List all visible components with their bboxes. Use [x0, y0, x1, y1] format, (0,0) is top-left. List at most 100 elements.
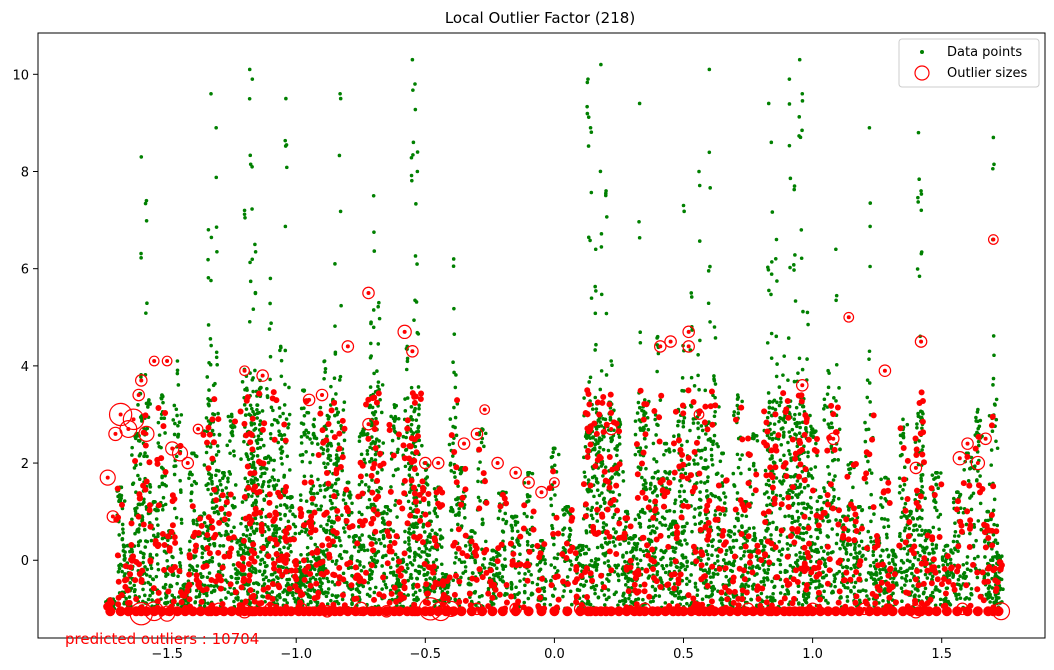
data-point: [514, 585, 518, 590]
data-point: [348, 496, 352, 500]
data-point: [561, 528, 565, 532]
data-point: [588, 125, 593, 130]
data-point: [330, 559, 335, 564]
data-point: [268, 354, 273, 359]
data-point: [255, 407, 259, 412]
data-point: [552, 446, 557, 451]
data-point: [305, 527, 309, 532]
data-point: [716, 559, 720, 563]
data-point: [142, 527, 147, 532]
data-point: [292, 596, 297, 601]
data-point: [593, 587, 597, 592]
data-point: [414, 202, 418, 206]
data-point: [209, 583, 213, 588]
data-point: [403, 448, 408, 452]
data-point: [770, 260, 774, 264]
data-point: [587, 380, 591, 384]
data-point: [549, 497, 553, 501]
data-point: [791, 501, 796, 506]
data-point: [682, 497, 687, 502]
data-point: [696, 373, 700, 378]
data-point: [308, 490, 313, 494]
data-point: [365, 432, 369, 437]
data-point: [309, 536, 313, 540]
data-point: [311, 484, 316, 488]
data-point: [622, 591, 626, 596]
data-point: [253, 516, 258, 521]
data-point: [690, 561, 694, 566]
data-point: [405, 359, 410, 364]
data-point: [272, 527, 277, 532]
data-point: [157, 433, 162, 437]
data-point: [599, 62, 603, 67]
data-point: [142, 497, 146, 502]
data-point: [630, 549, 634, 554]
data-point: [704, 489, 709, 493]
data-point: [300, 459, 305, 464]
data-point: [709, 453, 714, 458]
data-point: [136, 540, 141, 544]
data-point: [243, 545, 248, 549]
data-point: [177, 420, 182, 425]
data-point: [357, 510, 362, 515]
data-point: [412, 318, 416, 322]
data-point: [156, 532, 160, 536]
data-point: [210, 556, 215, 560]
data-point: [384, 585, 389, 590]
data-point: [212, 541, 217, 546]
data-point: [327, 415, 331, 419]
data-point: [341, 571, 346, 576]
data-point: [271, 532, 276, 536]
data-point: [268, 276, 273, 281]
data-point: [223, 533, 228, 537]
data-point: [236, 576, 241, 581]
data-point: [277, 547, 282, 552]
data-point: [175, 359, 180, 363]
data-point: [172, 464, 176, 469]
data-point: [595, 488, 600, 492]
data-point: [708, 575, 713, 579]
data-point: [244, 452, 249, 456]
data-point: [797, 457, 802, 462]
data-point: [406, 499, 411, 504]
data-point: [413, 406, 417, 411]
data-point: [256, 437, 261, 442]
data-point: [413, 554, 417, 559]
data-point: [706, 269, 711, 273]
data-point: [334, 535, 338, 540]
data-point: [598, 445, 602, 450]
data-point: [638, 340, 643, 345]
data-point: [206, 419, 211, 423]
data-point: [697, 387, 701, 392]
data-point: [614, 453, 619, 458]
data-point: [247, 97, 252, 101]
data-point: [319, 524, 323, 529]
data-point: [142, 500, 146, 505]
data-point: [621, 470, 625, 474]
data-point: [252, 531, 257, 535]
data-point: [288, 543, 292, 548]
data-point: [569, 563, 574, 567]
data-point: [268, 432, 273, 436]
data-point: [215, 249, 219, 254]
data-point: [498, 577, 503, 582]
data-point: [681, 564, 686, 568]
data-point: [673, 550, 677, 554]
data-point: [238, 546, 243, 551]
data-point: [205, 529, 210, 533]
data-point: [252, 421, 257, 426]
data-point: [250, 164, 254, 169]
data-point: [210, 506, 215, 511]
data-point: [642, 478, 647, 483]
data-point: [303, 584, 308, 589]
data-point: [535, 563, 540, 567]
data-point: [315, 442, 320, 446]
data-point: [325, 548, 329, 552]
data-point: [408, 506, 413, 511]
data-point: [680, 530, 685, 534]
data-point: [214, 350, 219, 355]
data-point: [174, 454, 179, 459]
data-point: [242, 212, 247, 217]
data-point: [312, 567, 317, 572]
data-point: [194, 595, 199, 599]
